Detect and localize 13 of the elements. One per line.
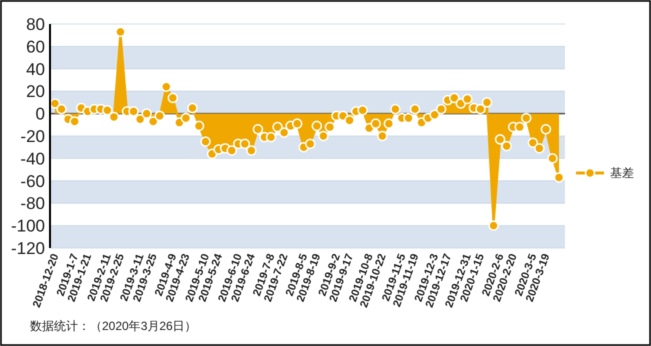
y-tick-label: -80: [20, 194, 45, 214]
y-tick-label: -100: [10, 216, 45, 236]
legend-label: 基差: [610, 166, 634, 180]
y-tick-label: -40: [20, 149, 45, 168]
y-tick-label: 60: [26, 37, 45, 56]
text: 数据统计：（2020年3月26日）: [30, 319, 197, 333]
y-tick-label: -120: [10, 238, 45, 258]
y-tick-label: 0: [36, 104, 45, 124]
y-tick-label: -60: [20, 172, 45, 191]
y-tick-label: -20: [20, 126, 45, 146]
y-tick-label: 40: [26, 60, 45, 79]
y-tick-label: 20: [26, 82, 45, 102]
y-tick-label: 80: [26, 14, 45, 34]
